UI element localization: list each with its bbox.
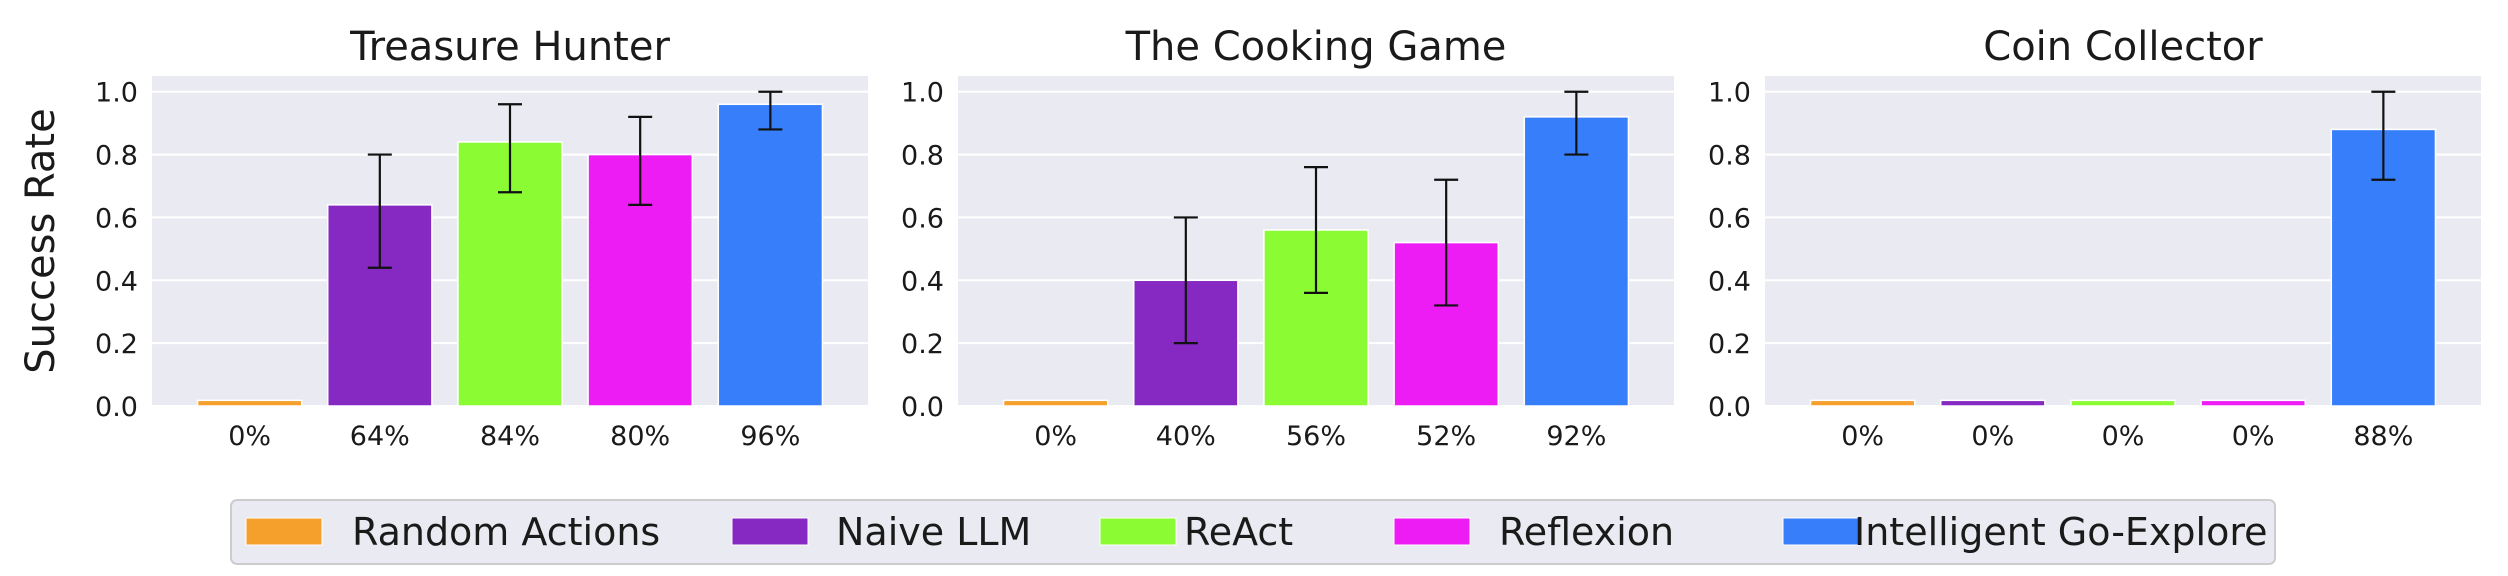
legend-item: Intelligent Go-Explore: [1782, 510, 2268, 554]
bar: [1523, 116, 1630, 407]
legend: Random Actions Naive LLM ReAct Reflexion Int…: [230, 499, 2276, 565]
error-bar: [1173, 216, 1198, 345]
bar: [2070, 399, 2176, 407]
category-label: 84%: [480, 421, 540, 452]
bar: [1002, 399, 1109, 407]
legend-item: Reflexion: [1393, 510, 1674, 554]
y-tick-label: 0.4: [1708, 266, 1751, 297]
legend-swatch: [1782, 517, 1860, 546]
panel-1: 0.0 0.2 0.4 0.6 0.8 1.0 The Cooking Game 0% 40% 5…: [901, 24, 1674, 452]
panel-0: 0.0 0.2 0.4 0.6 0.8 1.0 Treasure Hunter 0% 64% 84…: [95, 24, 868, 452]
error-bar: [628, 115, 653, 206]
category-label: 88%: [2353, 421, 2413, 452]
legend-item: ReAct: [1099, 510, 1293, 554]
y-tick-label: 0.4: [95, 266, 138, 297]
legend-label: Naive LLM: [836, 510, 1031, 554]
category-label: 52%: [1416, 421, 1476, 452]
y-tick-label: 0.2: [1708, 329, 1751, 360]
y-tick-label: 0.0: [95, 392, 138, 423]
y-tick-label: 0.8: [901, 141, 944, 172]
panel-2: 0.0 0.2 0.4 0.6 0.8 1.0 Coin Collector 0% 0% 0% 0%…: [1708, 24, 2481, 452]
y-axis-label: Success Rate: [18, 108, 64, 373]
legend-item: Random Actions: [245, 510, 660, 554]
error-bar: [367, 153, 392, 269]
legend-label: ReAct: [1184, 510, 1293, 554]
category-label: 0%: [2102, 421, 2145, 452]
panel-title: Coin Collector: [1983, 24, 2263, 70]
y-tick-label: 0.4: [901, 266, 944, 297]
chart-panels: 0.0 0.2 0.4 0.6 0.8 1.0 Treasure Hunter 0% 64% 84…: [95, 24, 2481, 452]
y-tick-label: 0.0: [1708, 392, 1751, 423]
category-label: 56%: [1286, 421, 1346, 452]
error-bar: [1564, 90, 1589, 156]
error-bar: [758, 90, 783, 131]
y-tick-label: 0.8: [1708, 141, 1751, 172]
panel-title: Treasure Hunter: [349, 24, 670, 70]
legend-frame: [230, 499, 2276, 565]
bar: [2200, 399, 2307, 407]
legend-item: Naive LLM: [731, 510, 1031, 554]
category-label: 96%: [740, 421, 800, 452]
legend-swatch: [245, 517, 323, 546]
y-tick-label: 0.6: [95, 203, 138, 234]
y-tick-label: 1.0: [901, 78, 944, 109]
legend-label: Random Actions: [352, 510, 660, 554]
category-label: 0%: [1971, 421, 2014, 452]
error-bar: [1434, 178, 1459, 307]
y-tick-label: 0.0: [901, 392, 944, 423]
category-label: 0%: [1841, 421, 1884, 452]
panel-title: The Cooking Game: [1125, 24, 1507, 70]
y-tick-label: 0.6: [901, 203, 944, 234]
category-label: 80%: [610, 421, 670, 452]
legend-label: Intelligent Go-Explore: [1854, 510, 2268, 554]
y-tick-label: 0.2: [95, 329, 138, 360]
error-bar: [2371, 90, 2396, 181]
y-tick-label: 0.8: [95, 141, 138, 172]
bar: [717, 103, 824, 407]
legend-swatch: [1099, 517, 1177, 546]
legend-label: Reflexion: [1499, 510, 1674, 554]
error-bar: [498, 103, 522, 194]
legend-swatch: [731, 517, 809, 546]
category-label: 40%: [1156, 421, 1216, 452]
y-tick-label: 1.0: [1708, 78, 1751, 109]
category-label: 0%: [228, 421, 271, 452]
category-label: 0%: [2232, 421, 2275, 452]
legend-swatch: [1393, 517, 1471, 546]
bar: [1939, 399, 2046, 407]
bar: [196, 399, 303, 407]
category-label: 0%: [1034, 421, 1077, 452]
y-tick-label: 0.2: [901, 329, 944, 360]
category-label: 64%: [350, 421, 410, 452]
bar: [1809, 399, 1916, 407]
y-tick-label: 0.6: [1708, 203, 1751, 234]
y-tick-label: 1.0: [95, 78, 138, 109]
category-label: 92%: [1546, 421, 1606, 452]
error-bar: [1304, 166, 1328, 294]
